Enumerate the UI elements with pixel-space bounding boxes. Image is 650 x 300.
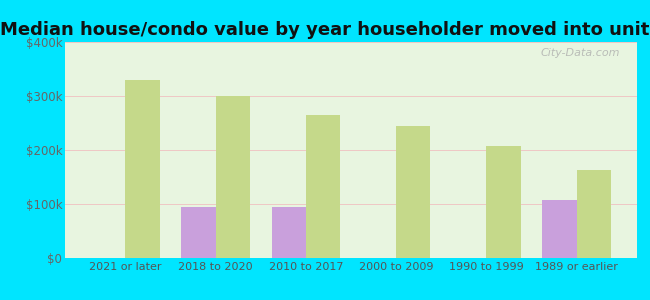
Bar — [125, 80, 160, 258]
Bar — [181, 207, 216, 258]
Bar — [396, 126, 430, 258]
Bar — [306, 115, 340, 258]
Bar — [577, 170, 611, 258]
Bar — [272, 207, 306, 258]
Text: Median house/condo value by year householder moved into unit: Median house/condo value by year househo… — [0, 21, 650, 39]
Text: City-Data.com: City-Data.com — [540, 49, 620, 58]
Bar — [486, 146, 521, 258]
Bar — [542, 200, 577, 258]
Bar — [216, 96, 250, 258]
